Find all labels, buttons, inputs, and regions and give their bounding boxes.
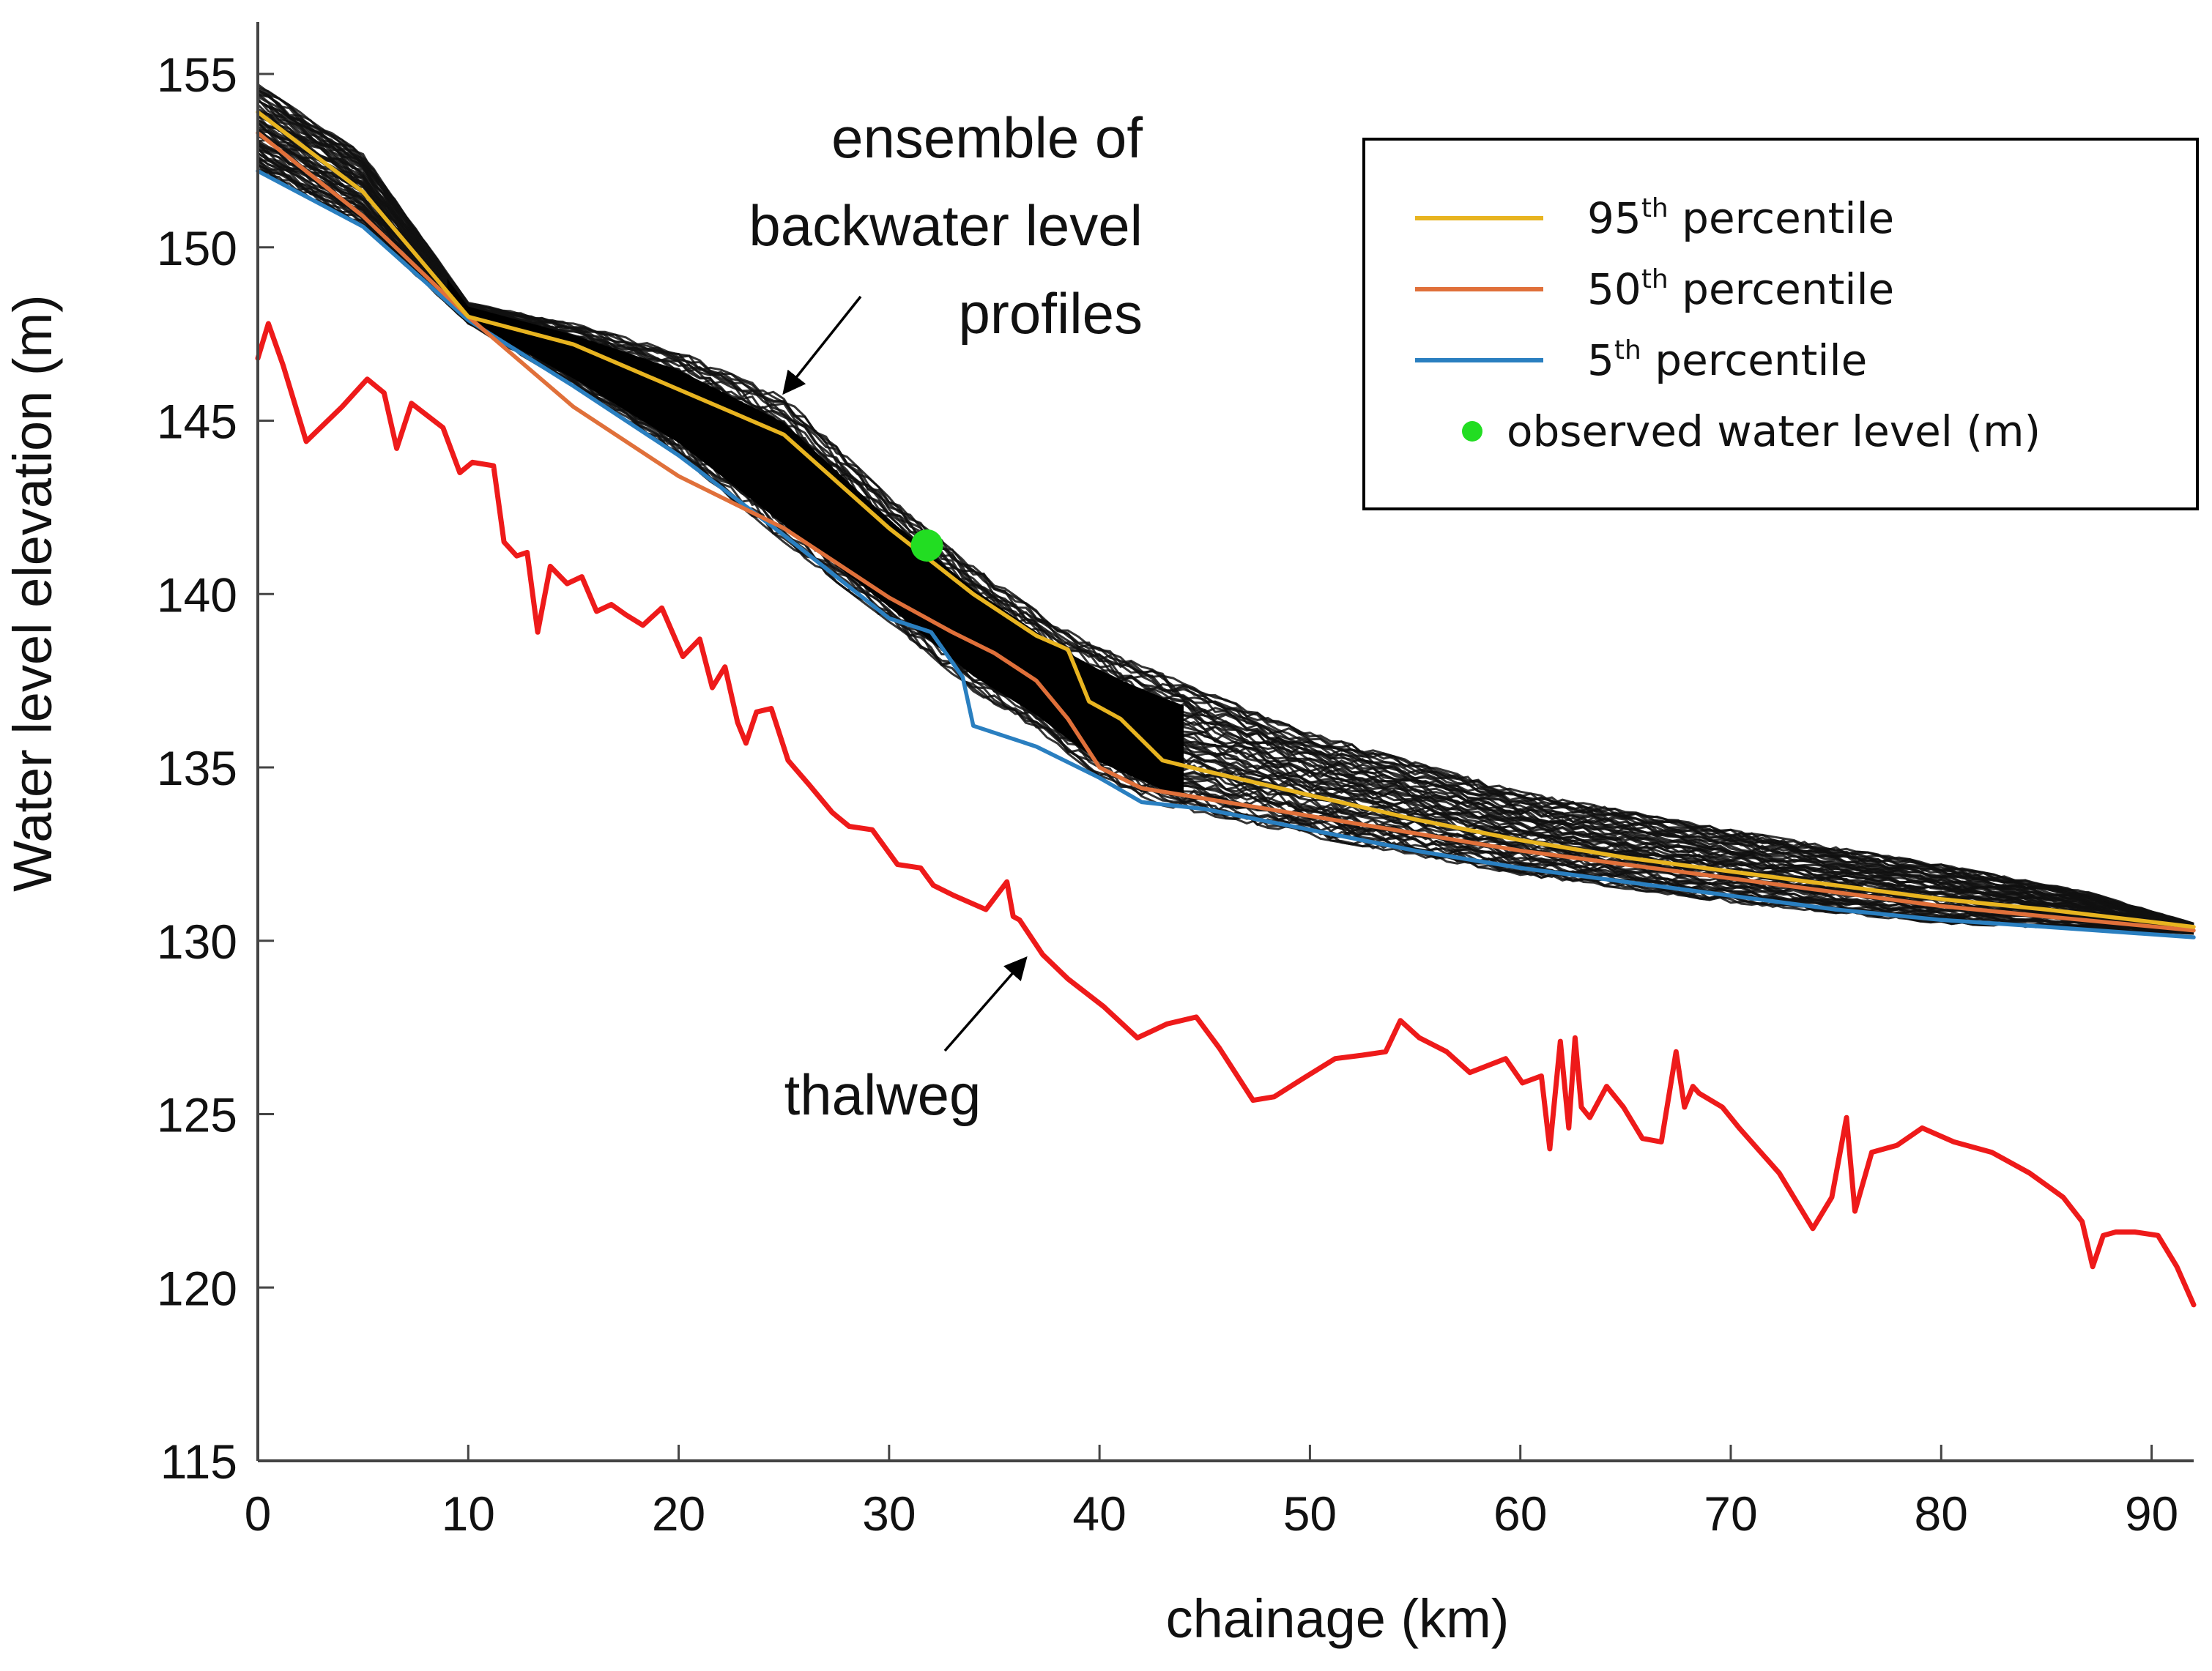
y-tick-label: 145: [157, 395, 237, 449]
x-tick-label: 30: [862, 1486, 916, 1541]
ensemble-annotation-text: profiles: [959, 281, 1143, 346]
legend-label-observed: observed water level (m): [1507, 406, 2041, 456]
y-tick-label: 140: [157, 567, 237, 622]
y-tick-label: 115: [160, 1434, 237, 1489]
x-tick-label: 80: [1915, 1486, 1968, 1541]
y-tick-label: 125: [157, 1088, 237, 1142]
ensemble-annotation-text: ensemble of: [831, 105, 1143, 170]
50th-percentile-line: [256, 130, 2196, 933]
y-tick-label: 150: [157, 221, 237, 275]
thalweg-annotation-text: thalweg: [784, 1062, 981, 1127]
5th-percentile-line: [256, 168, 2196, 939]
legend-label-p50: 50th percentile: [1587, 264, 1894, 314]
x-tick-label: 20: [652, 1486, 705, 1541]
y-tick-label: 120: [157, 1261, 237, 1315]
ensemble-dense-band: [447, 278, 1184, 795]
x-tick-label: 60: [1493, 1486, 1547, 1541]
95th-percentile-line: [256, 110, 2196, 929]
x-axis-title: chainage (km): [1166, 1588, 1510, 1649]
x-tick-label: 50: [1283, 1486, 1337, 1541]
legend: 95th percentile 50th percentile 5th percen…: [1362, 138, 2199, 510]
thalweg-line: [255, 321, 2197, 1308]
y-tick-label: 135: [157, 741, 237, 795]
legend-marker-observed: [1462, 421, 1482, 442]
annotations-group: ensemble of backwater level profiles thalwe…: [749, 105, 1143, 1127]
y-tick-label: 130: [157, 915, 237, 969]
y-axis-title: Water level elevation (m): [2, 294, 63, 892]
ensemble-annotation-arrow: [782, 295, 862, 395]
ensemble-profile-line: [257, 89, 2194, 926]
x-tick-label: 90: [2125, 1486, 2178, 1541]
x-tick-label: 40: [1072, 1486, 1126, 1541]
legend-label-p95: 95th percentile: [1587, 193, 1894, 243]
axes-group: 0 10 20 30 40 50 60 70 80 90 115 120 125 130 135 140 145…: [157, 22, 2194, 1541]
x-tick-label: 10: [442, 1486, 495, 1541]
x-tick-label: 0: [245, 1486, 272, 1541]
thalweg-annotation-arrow: [943, 956, 1028, 1052]
points-group: [910, 529, 943, 562]
ensemble-annotation-text: backwater level: [749, 193, 1143, 258]
observed-water-level-point: [910, 529, 943, 562]
x-tick-label: 70: [1704, 1486, 1757, 1541]
legend-label-p5: 5th percentile: [1587, 335, 1867, 385]
y-tick-label: 155: [157, 48, 237, 102]
series-group: [255, 110, 2197, 1308]
ensemble-profile-line: [257, 83, 2194, 925]
legend-box: [1362, 138, 2199, 510]
